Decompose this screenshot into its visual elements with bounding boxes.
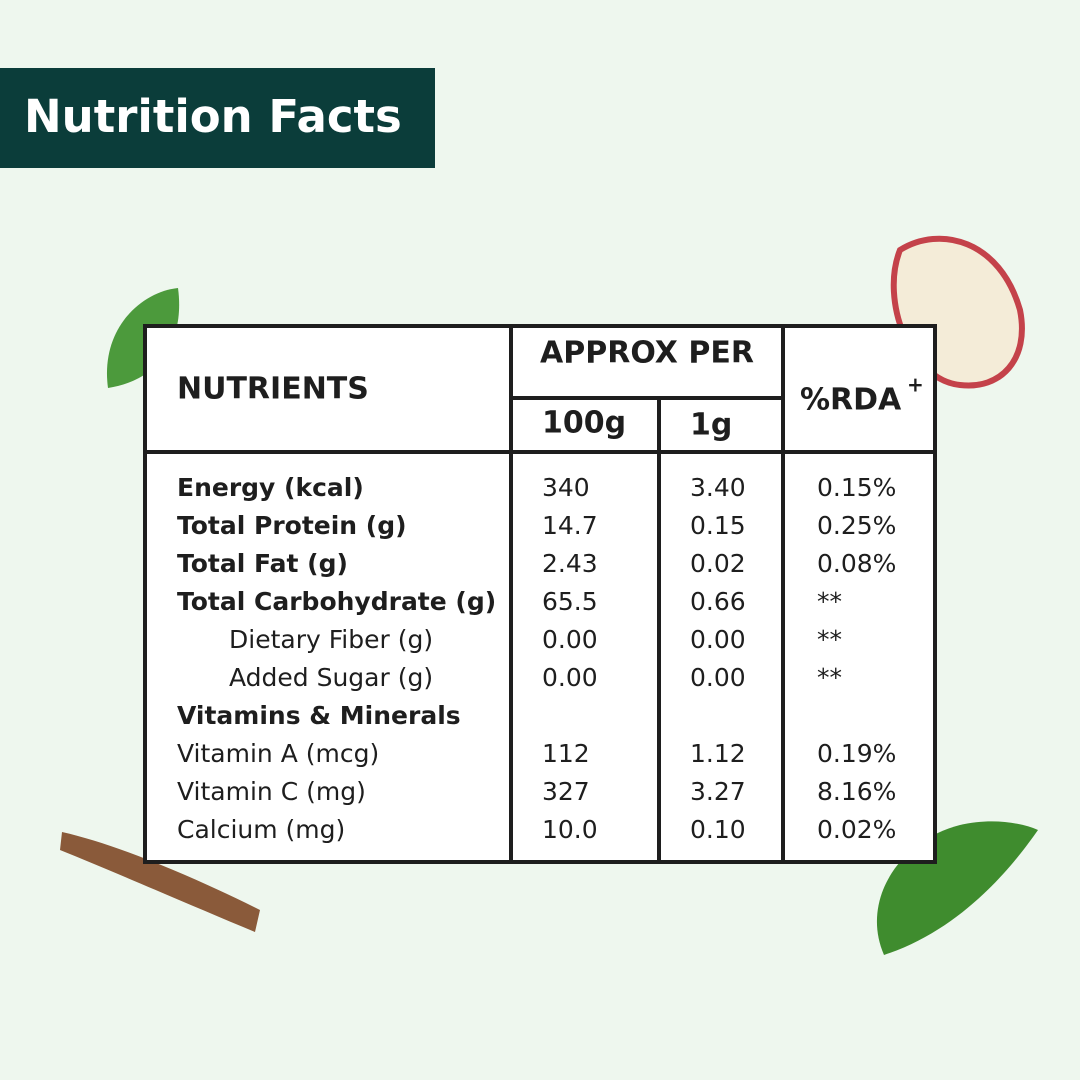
- nutrient-name: Added Sugar (g): [229, 663, 433, 692]
- nutrient-value: 340: [542, 473, 590, 502]
- nutrient-value: 10.0: [542, 815, 598, 844]
- nutrient-value: 8.16%: [817, 777, 896, 806]
- nutrient-name: Total Protein (g): [177, 511, 407, 540]
- nutrient-value: **: [817, 587, 842, 616]
- nutrient-name: Energy (kcal): [177, 473, 364, 502]
- nutrient-value: 0.66: [690, 587, 746, 616]
- nutrient-value: 0.00: [542, 663, 598, 692]
- nutrient-value: 14.7: [542, 511, 598, 540]
- header-cell: 100g: [542, 406, 626, 441]
- nutrient-value: **: [817, 625, 842, 654]
- nutrient-value: 0.25%: [817, 511, 896, 540]
- nutrient-name: Dietary Fiber (g): [229, 625, 433, 654]
- title: Nutrition Facts: [24, 90, 402, 143]
- nutrient-name: Vitamins & Minerals: [177, 701, 461, 730]
- header-cell: 1g: [690, 408, 732, 443]
- nutrient-value: 0.19%: [817, 739, 896, 768]
- nutrient-value: 0.15: [690, 511, 746, 540]
- nutrient-value: 0.00: [542, 625, 598, 654]
- table-frame: [143, 324, 937, 864]
- nutrient-value: 65.5: [542, 587, 598, 616]
- nutrient-name: Total Carbohydrate (g): [177, 587, 496, 616]
- nutrient-value: 2.43: [542, 549, 598, 578]
- nutrient-value: 3.27: [690, 777, 746, 806]
- nutrient-value: 0.15%: [817, 473, 896, 502]
- title-banner: [0, 68, 435, 168]
- nutrient-name: Vitamin A (mcg): [177, 739, 379, 768]
- nutrient-value: 1.12: [690, 739, 746, 768]
- nutrient-value: 0.02: [690, 549, 746, 578]
- nutrient-name: Vitamin C (mg): [177, 777, 366, 806]
- nutrient-value: **: [817, 663, 842, 692]
- nutrient-name: Calcium (mg): [177, 815, 345, 844]
- nutrient-value: 0.08%: [817, 549, 896, 578]
- header-cell: NUTRIENTS: [177, 372, 369, 407]
- header-cell: APPROX PER: [540, 336, 754, 371]
- root-decoration: [60, 832, 260, 932]
- nutrient-value: 0.10: [690, 815, 746, 844]
- nutrient-value: 0.00: [690, 625, 746, 654]
- nutrient-value: 112: [542, 739, 590, 768]
- nutrient-value: 327: [542, 777, 590, 806]
- nutrient-value: 3.40: [690, 473, 746, 502]
- nutrient-value: 0.02%: [817, 815, 896, 844]
- nutrient-value: 0.00: [690, 663, 746, 692]
- table-box: [143, 324, 937, 864]
- header-cell: %RDA: [800, 383, 902, 418]
- nutrient-name: Total Fat (g): [177, 549, 348, 578]
- header-mark: +: [907, 373, 924, 397]
